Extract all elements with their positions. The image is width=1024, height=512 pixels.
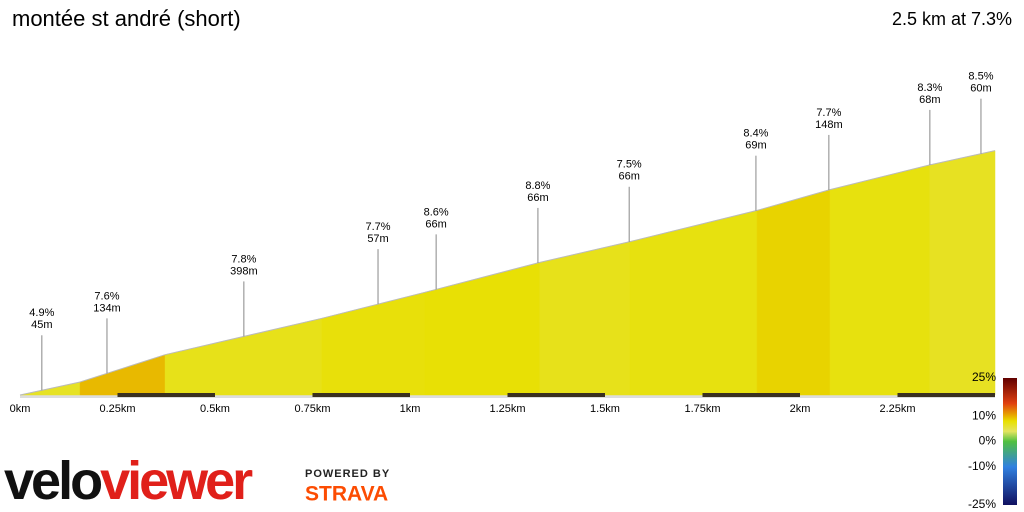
profile-segment	[321, 291, 426, 396]
x-tick-label: 1km	[400, 403, 421, 415]
colorbar-tick-label: 0%	[979, 434, 997, 448]
grade-label: 8.6%	[424, 206, 449, 218]
grade-label: 7.6%	[94, 290, 119, 302]
x-tick-label: 0.5km	[200, 403, 230, 415]
profile-segment	[424, 262, 541, 396]
x-tick-label: 1.5km	[590, 403, 620, 415]
length-label: 148m	[815, 119, 843, 131]
grade-label: 7.7%	[816, 107, 841, 119]
colorbar-tick-label: 10%	[972, 408, 996, 422]
powered-by: POWERED BY	[305, 468, 390, 480]
x-tick-band	[897, 393, 995, 397]
grade-label: 7.8%	[231, 253, 256, 265]
profile-segment	[929, 150, 996, 396]
colorbar-tick-label: 25%	[972, 370, 996, 384]
grade-label: 8.5%	[968, 71, 993, 83]
x-tick-label: 0km	[10, 403, 31, 415]
logo-velo: velo	[4, 451, 101, 511]
grade-label: 8.3%	[917, 82, 942, 94]
x-tick-label: 2km	[790, 403, 811, 415]
length-label: 60m	[970, 83, 991, 95]
x-tick-label: 0.25km	[99, 403, 135, 415]
colorbar-tick-label: -25%	[968, 497, 996, 511]
logo: veloviewer	[4, 451, 253, 511]
chart-title: montée st andré (short)	[12, 6, 241, 31]
length-label: 134m	[93, 302, 121, 314]
grade-label: 7.5%	[617, 159, 642, 171]
profile-segment	[756, 189, 831, 396]
x-tick-band	[507, 393, 605, 397]
grade-label: 8.8%	[525, 180, 550, 192]
grade-label: 8.4%	[743, 128, 768, 140]
profile-segment	[629, 210, 758, 396]
strava: STRAVA	[305, 483, 388, 506]
x-tick-label: 2.25km	[879, 403, 915, 415]
length-label: 57m	[367, 233, 388, 245]
colorbar-tick-label: -10%	[968, 459, 996, 473]
colorbar	[1003, 378, 1017, 505]
profile-segment	[539, 241, 631, 396]
x-tick-band	[702, 393, 800, 397]
length-label: 68m	[919, 94, 940, 106]
length-label: 66m	[527, 192, 548, 204]
length-label: 398m	[230, 265, 258, 277]
x-tick-band	[312, 393, 410, 397]
x-tick-band	[117, 393, 215, 397]
length-label: 69m	[745, 140, 766, 152]
x-tick-label: 0.75km	[294, 403, 330, 415]
grade-label: 4.9%	[29, 307, 54, 319]
x-tick-label: 1.75km	[684, 403, 720, 415]
length-label: 45m	[31, 319, 52, 331]
grade-label: 7.7%	[365, 221, 390, 233]
length-label: 66m	[425, 218, 446, 230]
profile-segment	[829, 164, 931, 396]
x-tick-label: 1.25km	[489, 403, 525, 415]
profile-segment	[79, 354, 166, 396]
chart-subtitle: 2.5 km at 7.3%	[892, 9, 1012, 29]
length-label: 66m	[618, 171, 639, 183]
logo-viewer: viewer	[100, 451, 253, 511]
profile-line	[19, 150, 996, 396]
